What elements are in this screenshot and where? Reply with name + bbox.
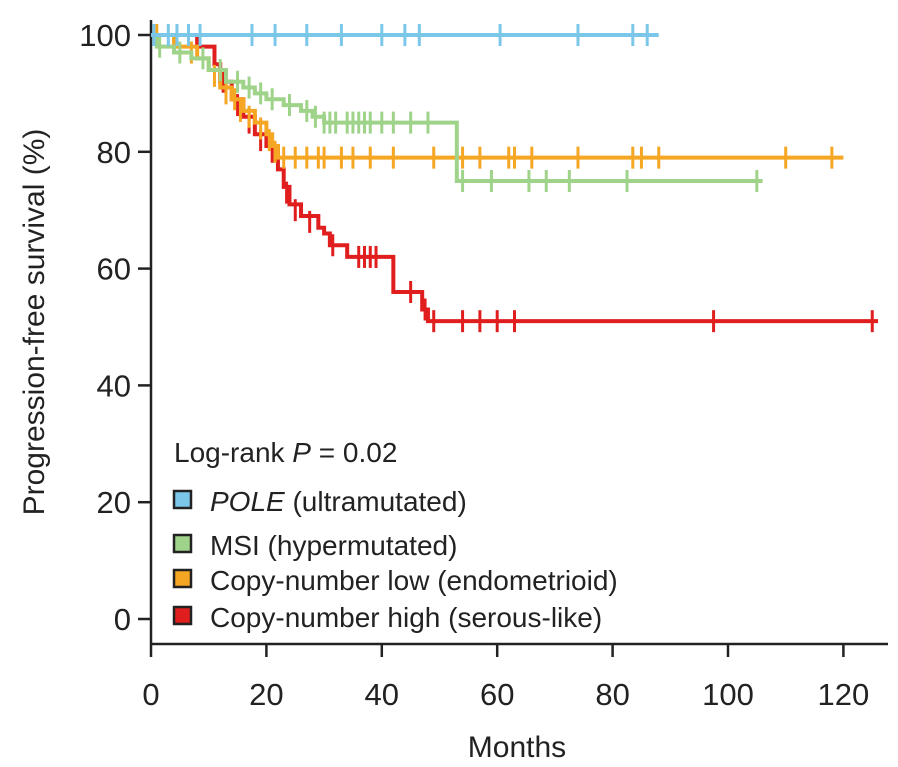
- x-tick-label: 40: [365, 677, 399, 712]
- legend-label-text: (ultramutated): [285, 486, 467, 517]
- legend: POLE (ultramutated) MSI (hypermutated) Cop…: [172, 486, 618, 633]
- legend-label-text: MSI (hypermutated): [210, 530, 457, 561]
- series-3-group: [151, 33, 879, 333]
- legend-swatch: [172, 605, 193, 626]
- x-tick-label: 20: [249, 677, 283, 712]
- x-tick-label: 80: [595, 677, 629, 712]
- series-0-group: [151, 24, 659, 46]
- legend-swatch: [172, 489, 193, 510]
- x-tick-label: 0: [142, 677, 159, 712]
- y-tick-label: 20: [97, 485, 131, 520]
- x-axis-title: Months: [468, 731, 566, 764]
- y-tick-label: 100: [79, 18, 131, 53]
- y-ticks: 0 20 40 60 80 100: [79, 18, 151, 637]
- y-tick-label: 60: [97, 252, 131, 287]
- axes: [149, 20, 888, 646]
- legend-label: Copy-number low (endometrioid): [210, 565, 618, 596]
- legend-swatch: [172, 533, 193, 554]
- log-rank-value: = 0.02: [311, 437, 397, 468]
- x-tick-label: 100: [702, 677, 754, 712]
- y-tick-label: 0: [114, 602, 131, 637]
- legend-label-text: Copy-number low (endometrioid): [210, 565, 618, 596]
- y-tick-label: 80: [97, 135, 131, 170]
- log-rank-prefix: Log-rank: [174, 437, 292, 468]
- legend-label: POLE (ultramutated): [210, 486, 467, 517]
- survival-curves: [151, 24, 879, 333]
- x-tick-label: 60: [480, 677, 514, 712]
- x-tick-label: 120: [818, 677, 870, 712]
- series-2-group: [151, 24, 844, 169]
- series-1-group: [151, 33, 763, 192]
- series-3-curve: [151, 33, 879, 324]
- series-1-curve: [151, 33, 763, 183]
- legend-swatch: [172, 568, 193, 589]
- legend-label: MSI (hypermutated): [210, 530, 457, 561]
- log-rank-annotation: Log-rank P = 0.02: [174, 437, 397, 468]
- legend-label-italic: POLE: [210, 486, 285, 517]
- log-rank-p-symbol: P: [292, 437, 311, 468]
- y-axis-title: Progression-free survival (%): [18, 129, 51, 516]
- y-tick-label: 40: [97, 368, 131, 403]
- legend-label: Copy-number high (serous-like): [210, 602, 602, 633]
- series-2-curve: [151, 33, 844, 160]
- legend-label-text: Copy-number high (serous-like): [210, 602, 602, 633]
- x-ticks: 0 20 40 60 80 100 120: [142, 644, 869, 712]
